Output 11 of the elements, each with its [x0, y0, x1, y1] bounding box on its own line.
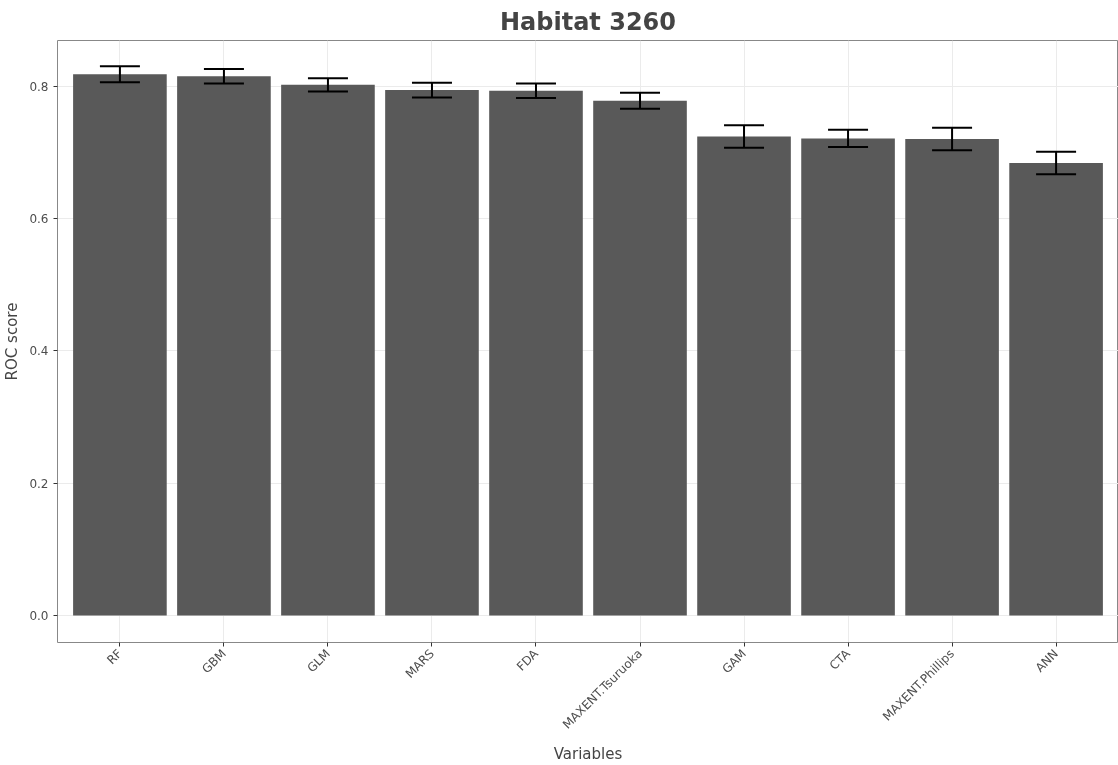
chart-title: Habitat 3260	[500, 7, 676, 36]
y-tick-label: 0.0	[29, 608, 49, 623]
y-tick-label: 0.8	[29, 79, 49, 94]
x-tick-label: RF	[104, 646, 125, 668]
y-tick-label: 0.4	[29, 344, 49, 359]
y-tick-label: 0.2	[29, 476, 49, 491]
y-axis-title: ROC score	[3, 302, 22, 381]
x-tick-label: FDA	[513, 645, 542, 674]
x-tick-label: CTA	[826, 645, 854, 673]
y-tick-label: 0.6	[29, 211, 49, 226]
x-axis-title: Variables	[553, 744, 623, 763]
